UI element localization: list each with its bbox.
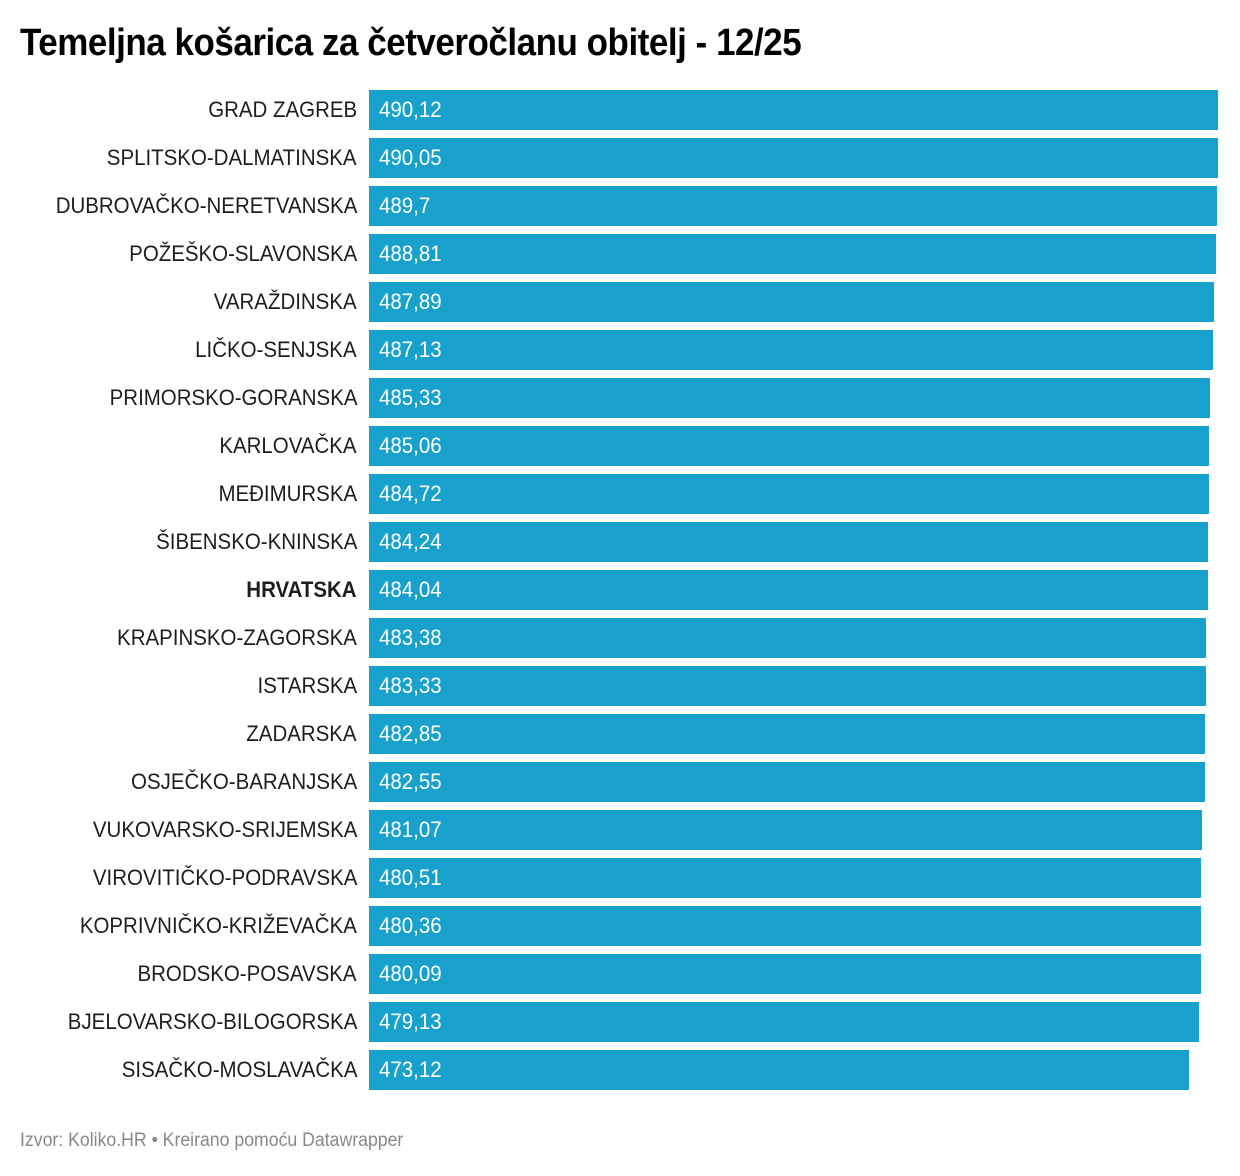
bar-row: ŠIBENSKO-KNINSKA 484,24	[0, 522, 1240, 562]
bar	[369, 762, 1205, 802]
value-label: 484,24	[379, 529, 442, 554]
bar-row: OSJEČKO-BARANJSKA 482,55	[0, 762, 1240, 802]
bar-row: ZADARSKA 482,85	[0, 714, 1240, 754]
value-label: 482,55	[379, 769, 442, 794]
bar-row: KRAPINSKO-ZAGORSKA 483,38	[0, 618, 1240, 658]
category-label: PRIMORSKO-GORANSKA	[109, 385, 357, 410]
bar-row: PRIMORSKO-GORANSKA 485,33	[0, 378, 1240, 418]
bar	[369, 858, 1202, 898]
bar-row: VARAŽDINSKA 487,89	[0, 282, 1240, 322]
bar	[369, 426, 1210, 466]
category-label: MEĐIMURSKA	[218, 481, 357, 506]
category-label: ZADARSKA	[246, 721, 357, 746]
category-label: POŽEŠKO-SLAVONSKA	[128, 241, 357, 266]
chart-source-footer: Izvor: Koliko.HR • Kreirano pomoću Dataw…	[20, 1130, 404, 1151]
bar	[369, 378, 1210, 418]
value-label: 487,13	[379, 337, 442, 362]
value-label: 473,12	[379, 1057, 442, 1082]
category-label: VUKOVARSKO-SRIJEMSKA	[92, 817, 357, 842]
bar-row: KOPRIVNIČKO-KRIŽEVAČKA 480,36	[0, 906, 1240, 946]
bar-row: ISTARSKA 483,33	[0, 666, 1240, 706]
bar	[369, 810, 1203, 850]
bar	[369, 906, 1202, 946]
category-label: LIČKO-SENJSKA	[195, 337, 357, 362]
bar	[369, 618, 1207, 658]
category-label: ŠIBENSKO-KNINSKA	[155, 529, 357, 554]
bar	[369, 1050, 1189, 1090]
category-label: VIROVITIČKO-PODRAVSKA	[92, 865, 357, 890]
bar	[369, 90, 1218, 130]
value-label: 484,72	[379, 481, 442, 506]
value-label: 482,85	[379, 721, 442, 746]
bar-row: MEĐIMURSKA 484,72	[0, 474, 1240, 514]
bar	[369, 330, 1213, 370]
bar-row: BRODSKO-POSAVSKA 480,09	[0, 954, 1240, 994]
value-label: 479,13	[379, 1009, 442, 1034]
category-label: ISTARSKA	[257, 673, 357, 698]
bar-row: BJELOVARSKO-BILOGORSKA 479,13	[0, 1002, 1240, 1042]
value-label: 484,04	[379, 577, 442, 602]
value-label: 481,07	[379, 817, 442, 842]
bar	[369, 138, 1218, 178]
value-label: 485,06	[379, 433, 442, 458]
value-label: 480,09	[379, 961, 442, 986]
value-label: 490,05	[379, 145, 442, 170]
bar	[369, 282, 1215, 322]
category-label: SPLITSKO-DALMATINSKA	[107, 145, 357, 170]
category-label: DUBROVAČKO-NERETVANSKA	[55, 193, 357, 218]
bar-row: SISAČKO-MOSLAVAČKA 473,12	[0, 1050, 1240, 1090]
category-label: HRVATSKA	[246, 577, 357, 602]
value-label: 487,89	[379, 289, 442, 314]
value-label: 480,36	[379, 913, 442, 938]
chart-title: Temeljna košarica za četveročlanu obitel…	[20, 22, 802, 64]
bar	[369, 186, 1218, 226]
bar	[369, 570, 1208, 610]
bar-row: DUBROVAČKO-NERETVANSKA 489,7	[0, 186, 1240, 226]
category-label: VARAŽDINSKA	[214, 289, 357, 314]
bar-row: KARLOVAČKA 485,06	[0, 426, 1240, 466]
category-label: KOPRIVNIČKO-KRIŽEVAČKA	[79, 913, 357, 938]
bar-row: LIČKO-SENJSKA 487,13	[0, 330, 1240, 370]
value-label: 483,33	[379, 673, 442, 698]
bar-row: SPLITSKO-DALMATINSKA 490,05	[0, 138, 1240, 178]
category-label: BJELOVARSKO-BILOGORSKA	[67, 1009, 357, 1034]
category-label: GRAD ZAGREB	[208, 97, 357, 122]
bar-row: HRVATSKA 484,04	[0, 570, 1240, 610]
bar-row: GRAD ZAGREB 490,12	[0, 90, 1240, 130]
category-label: BRODSKO-POSAVSKA	[137, 961, 357, 986]
bar-row: POŽEŠKO-SLAVONSKA 488,81	[0, 234, 1240, 274]
category-label: SISAČKO-MOSLAVAČKA	[121, 1057, 357, 1082]
value-label: 490,12	[379, 97, 442, 122]
bar	[369, 474, 1209, 514]
category-label: KRAPINSKO-ZAGORSKA	[117, 625, 357, 650]
value-label: 488,81	[379, 241, 442, 266]
bar	[369, 522, 1208, 562]
value-label: 480,51	[379, 865, 442, 890]
bar-row: VUKOVARSKO-SRIJEMSKA 481,07	[0, 810, 1240, 850]
value-label: 489,7	[379, 193, 431, 218]
bar	[369, 1002, 1199, 1042]
bar-row: VIROVITIČKO-PODRAVSKA 480,51	[0, 858, 1240, 898]
bar	[369, 714, 1206, 754]
bar	[369, 954, 1201, 994]
value-label: 483,38	[379, 625, 442, 650]
category-label: OSJEČKO-BARANJSKA	[130, 769, 357, 794]
bar	[369, 666, 1207, 706]
bar	[369, 234, 1216, 274]
value-label: 485,33	[379, 385, 442, 410]
category-label: KARLOVAČKA	[219, 433, 357, 458]
